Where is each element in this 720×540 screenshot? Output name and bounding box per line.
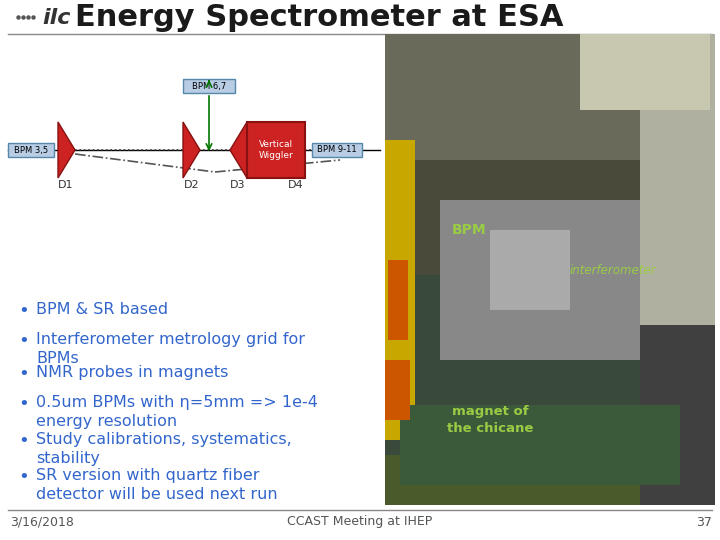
Bar bbox=[580, 34, 710, 110]
Text: D3: D3 bbox=[230, 180, 246, 190]
Text: NMR probes in magnets: NMR probes in magnets bbox=[36, 365, 228, 380]
Bar bbox=[247, 122, 305, 178]
Bar bbox=[385, 140, 415, 440]
Text: Vertical
Wiggler: Vertical Wiggler bbox=[258, 140, 293, 160]
Bar bbox=[400, 405, 680, 485]
Bar bbox=[640, 34, 715, 505]
FancyBboxPatch shape bbox=[312, 143, 362, 157]
Bar bbox=[385, 275, 715, 505]
Text: •: • bbox=[18, 365, 29, 383]
Text: BPM: BPM bbox=[452, 223, 487, 237]
Text: •: • bbox=[18, 468, 29, 486]
Bar bbox=[0, 34, 390, 295]
Bar bbox=[385, 455, 715, 505]
Polygon shape bbox=[58, 122, 75, 178]
Text: BPM 3,5: BPM 3,5 bbox=[14, 145, 48, 154]
Text: ilc: ilc bbox=[42, 8, 71, 28]
Text: CCAST Meeting at IHEP: CCAST Meeting at IHEP bbox=[287, 516, 433, 529]
Bar bbox=[440, 200, 640, 360]
Text: D2: D2 bbox=[184, 180, 200, 190]
Text: magnet of
the chicane: magnet of the chicane bbox=[447, 406, 534, 435]
Bar bbox=[388, 260, 408, 340]
Text: 0.5um BPMs with η=5mm => 1e-4
energy resolution: 0.5um BPMs with η=5mm => 1e-4 energy res… bbox=[36, 395, 318, 429]
Text: BPM & SR based: BPM & SR based bbox=[36, 302, 168, 317]
Bar bbox=[385, 360, 410, 420]
Bar bbox=[640, 325, 715, 505]
Text: •: • bbox=[18, 395, 29, 413]
Text: Energy Spectrometer at ESA: Energy Spectrometer at ESA bbox=[75, 3, 564, 32]
Text: BPM 6,7: BPM 6,7 bbox=[192, 82, 226, 91]
Polygon shape bbox=[183, 122, 200, 178]
Bar bbox=[385, 34, 715, 160]
Bar bbox=[490, 230, 570, 310]
Text: SR version with quartz fiber
detector will be used next run: SR version with quartz fiber detector wi… bbox=[36, 468, 278, 502]
Text: interferometer: interferometer bbox=[570, 264, 657, 276]
FancyBboxPatch shape bbox=[8, 143, 54, 157]
Text: D1: D1 bbox=[58, 180, 73, 190]
Bar bbox=[385, 34, 715, 505]
Text: Study calibrations, systematics,
stability: Study calibrations, systematics, stabili… bbox=[36, 432, 292, 466]
Text: •: • bbox=[18, 432, 29, 450]
Text: BPM 9-11: BPM 9-11 bbox=[318, 145, 357, 154]
Text: D4: D4 bbox=[288, 180, 304, 190]
Polygon shape bbox=[288, 122, 305, 178]
Polygon shape bbox=[230, 122, 247, 178]
Text: 3/16/2018: 3/16/2018 bbox=[10, 516, 74, 529]
FancyBboxPatch shape bbox=[183, 79, 235, 93]
Text: •: • bbox=[18, 302, 29, 320]
Text: •: • bbox=[18, 332, 29, 350]
Text: 37: 37 bbox=[696, 516, 712, 529]
Text: Interferometer metrology grid for
BPMs: Interferometer metrology grid for BPMs bbox=[36, 332, 305, 366]
